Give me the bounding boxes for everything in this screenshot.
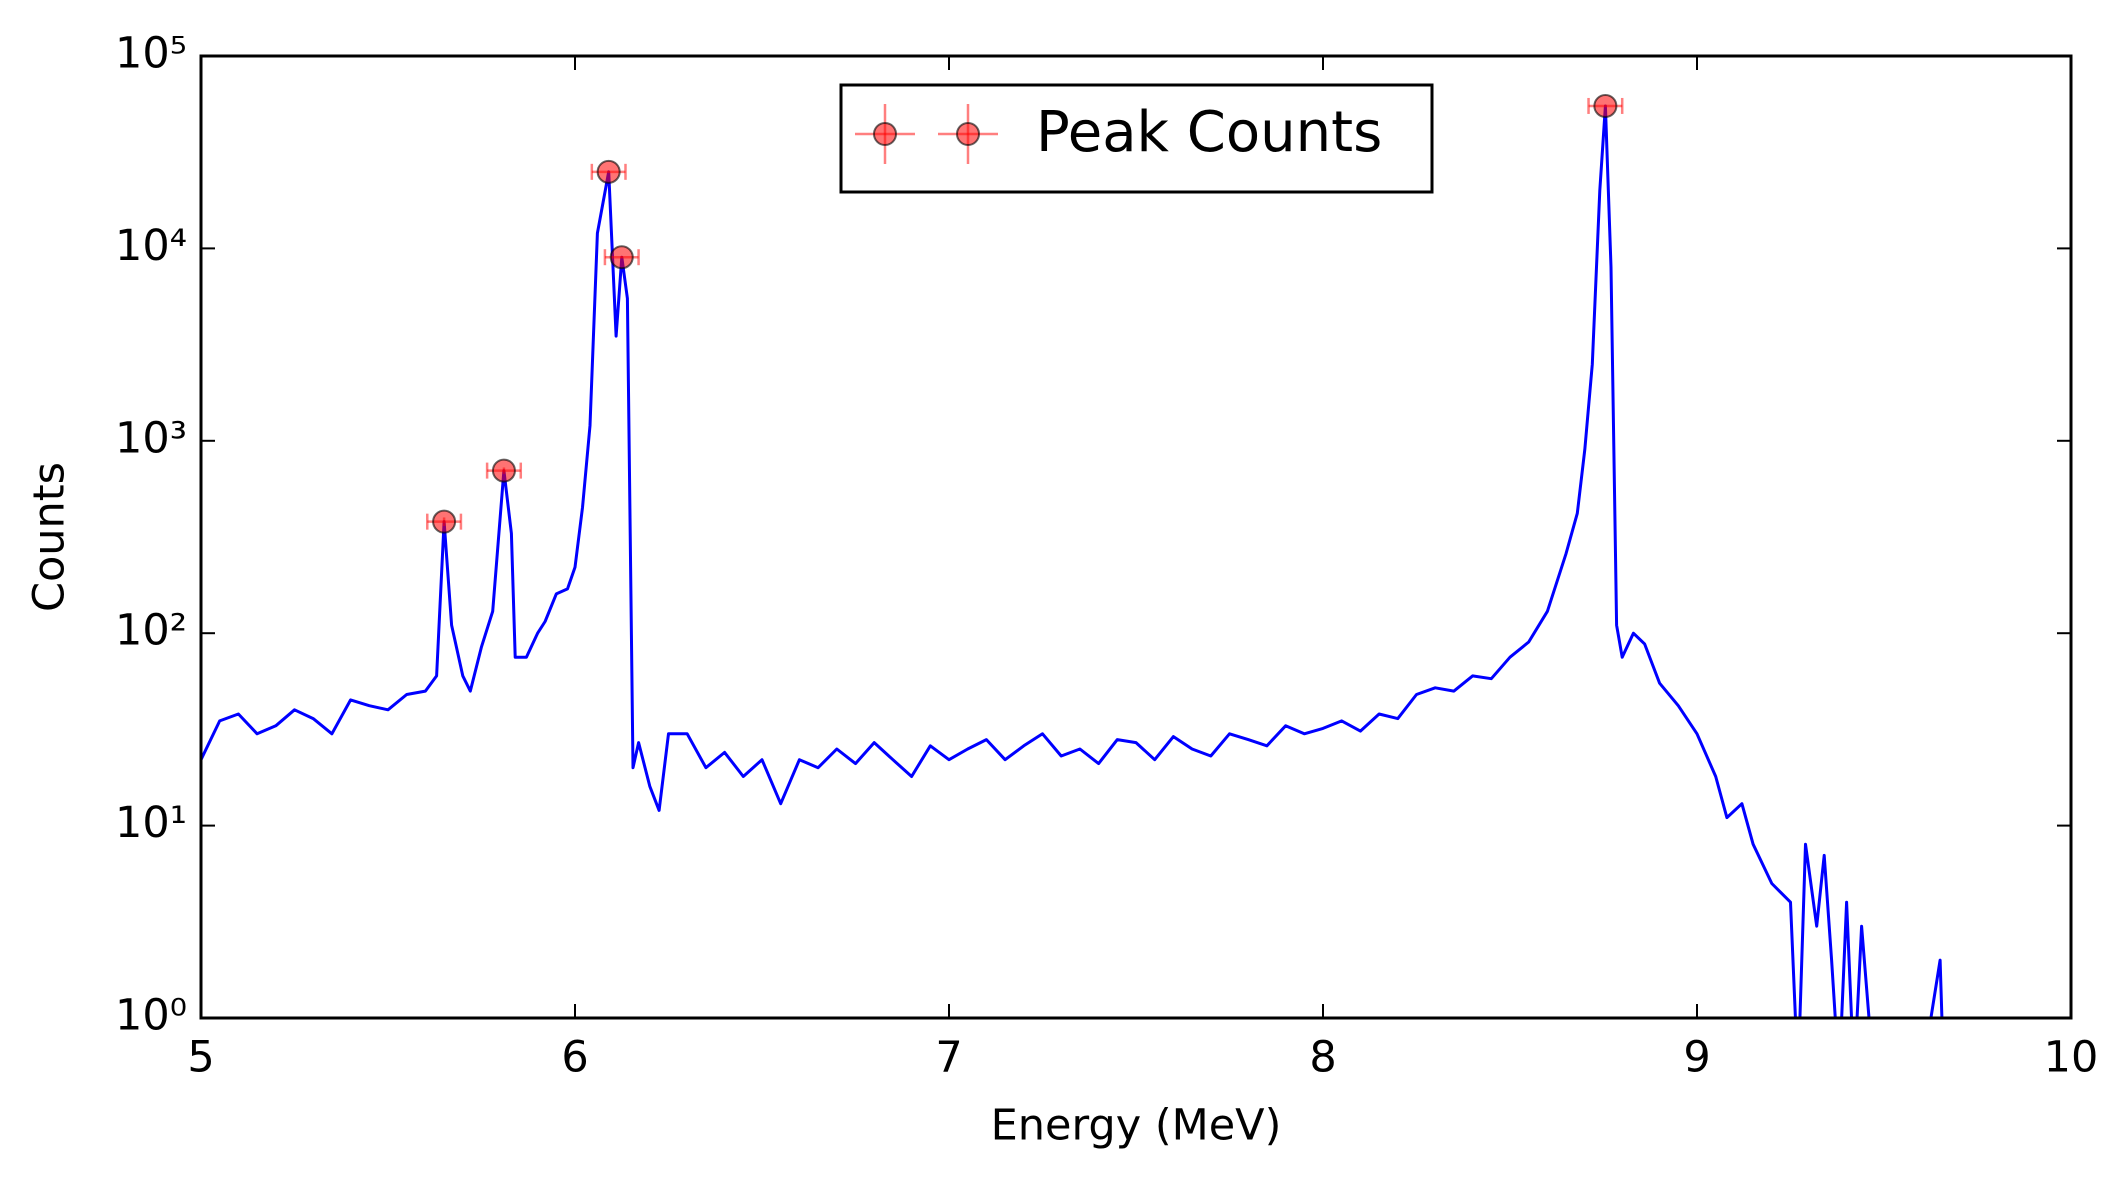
x-tick-label: 7 [935,1033,962,1083]
y-axis-label: Counts [25,462,75,612]
x-tick-label: 8 [1309,1033,1336,1083]
peak-marker [596,159,621,184]
y-tick-label: 10³ [115,413,187,463]
peak-marker [609,245,634,270]
y-tick-label: 10⁵ [115,29,187,79]
spectrum-line [201,104,1944,1018]
x-tick-label: 5 [187,1033,214,1083]
legend-box [839,83,1434,194]
plot-frame [199,54,2073,1020]
y-tick-label: 10⁰ [115,991,187,1041]
peak-marker [491,458,516,483]
peak-marker [1593,93,1618,118]
legend: Peak Counts [839,83,1434,194]
x-tick-label: 6 [561,1033,588,1083]
peak-marker [432,509,457,534]
legend-label: Peak Counts [1036,100,1382,165]
x-tick-label: 9 [1683,1033,1710,1083]
y-tick-label: 10⁴ [115,221,187,271]
y-tick-label: 10² [115,606,187,656]
x-tick-label: 10 [2044,1033,2099,1083]
plot-area [201,93,1944,1018]
legend-marker [956,122,980,146]
x-axis-label: Energy (MeV) [991,1101,1282,1151]
legend-marker [873,122,897,146]
y-tick-label: 10¹ [115,798,187,848]
